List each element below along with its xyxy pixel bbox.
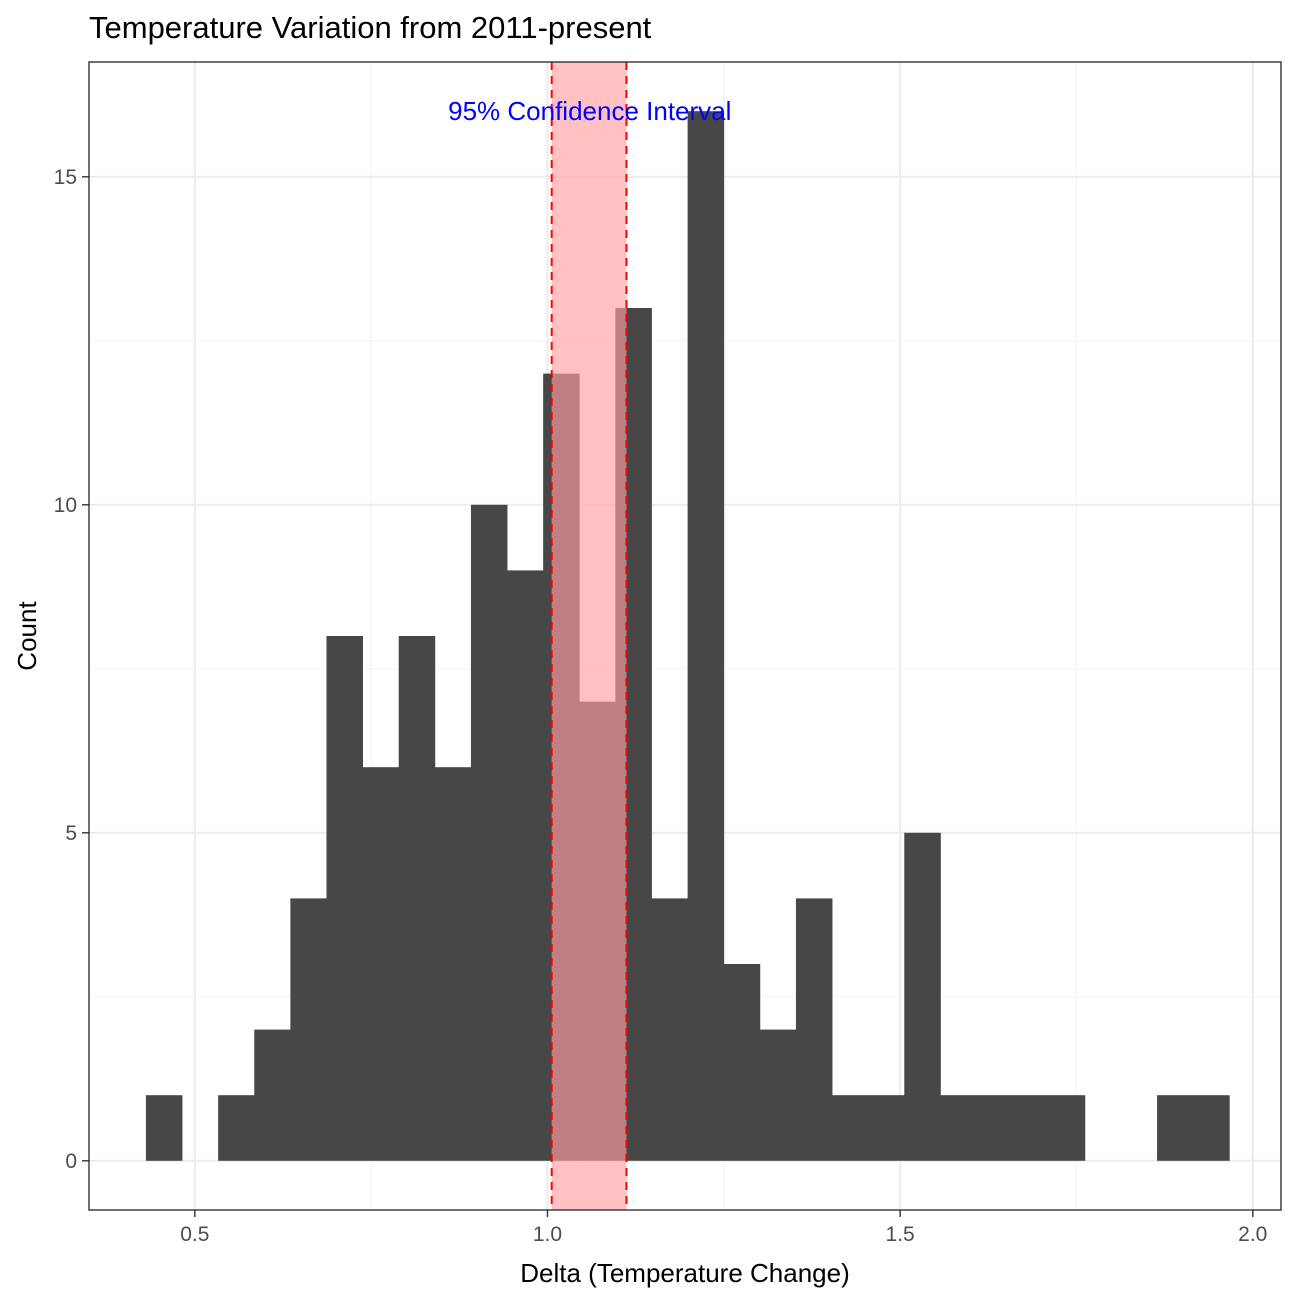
histogram-bar — [795, 898, 833, 1161]
histogram-bar — [507, 570, 544, 1161]
histogram-bar — [904, 832, 941, 1161]
x-tick-label: 2.0 — [1238, 1223, 1267, 1246]
histogram-bar — [976, 1095, 1014, 1161]
histogram-bar — [290, 898, 327, 1161]
histogram-bar — [1012, 1095, 1050, 1161]
histogram-bar — [1193, 1095, 1230, 1161]
histogram-bar — [759, 1029, 797, 1161]
ci-band — [551, 62, 627, 1210]
y-tick-label: 5 — [65, 822, 77, 845]
confidence-interval: 95% Confidence Interval — [448, 62, 731, 1210]
y-tick-label: 0 — [65, 1150, 77, 1173]
x-tick-label: 1.5 — [886, 1223, 915, 1246]
histogram-bar — [218, 1095, 255, 1161]
histogram-bar — [362, 767, 400, 1161]
x-tick-label: 0.5 — [180, 1223, 209, 1246]
histogram-bar — [1157, 1095, 1194, 1161]
chart-title: Temperature Variation from 2011-present — [89, 10, 652, 45]
panel-border — [88, 61, 1282, 1211]
histogram-bar — [398, 636, 436, 1161]
y-tick-label: 15 — [54, 166, 77, 189]
histogram-bar — [1048, 1095, 1086, 1161]
histogram-bar — [687, 111, 725, 1161]
histogram-bar — [470, 504, 508, 1161]
histogram-bar — [832, 1095, 869, 1161]
y-axis-title: Count — [12, 601, 42, 671]
histogram-bars — [145, 111, 1230, 1161]
grid-lines — [89, 62, 1281, 1210]
histogram-bar — [254, 1029, 291, 1161]
x-tick-label: 1.0 — [533, 1223, 562, 1246]
x-axis-title: Delta (Temperature Change) — [520, 1258, 850, 1288]
histogram-bar — [868, 1095, 905, 1161]
histogram-bar — [145, 1095, 183, 1161]
histogram-bar — [651, 898, 689, 1161]
histogram-bar — [940, 1095, 977, 1161]
axis-ticks: 0.5 1.0 1.5 2.0 0 5 10 15 — [54, 166, 1268, 1246]
histogram-bar — [434, 767, 472, 1161]
y-tick-label: 10 — [54, 494, 77, 517]
histogram-bar — [326, 636, 363, 1161]
histogram-bar — [723, 964, 761, 1161]
ci-annotation: 95% Confidence Interval — [448, 96, 731, 126]
